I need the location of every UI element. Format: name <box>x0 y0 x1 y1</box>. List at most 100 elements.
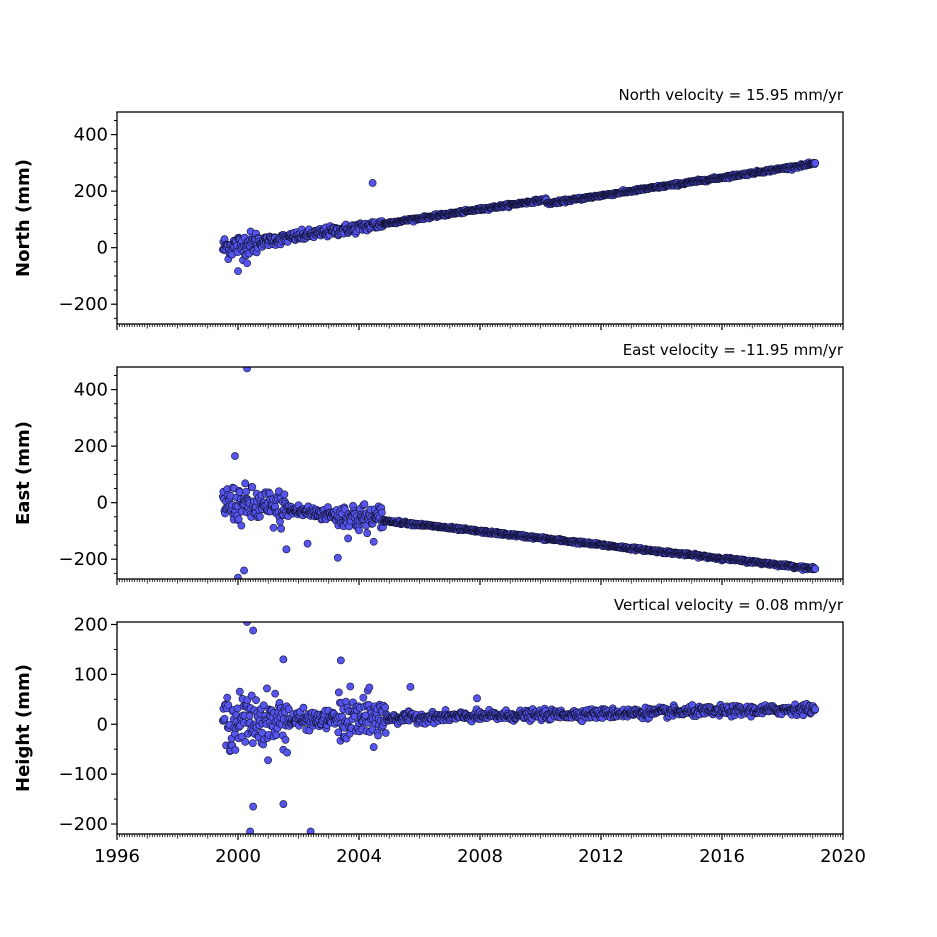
east-xticks <box>116 579 844 585</box>
height-point <box>299 703 308 712</box>
east-outlier-point <box>282 545 291 554</box>
east-point <box>237 521 246 530</box>
east-outlier-point <box>234 573 242 579</box>
east-outlier-point <box>243 367 251 373</box>
panel-height: Vertical velocity = 0.08 mm/yr −200 −100 0… <box>13 596 866 867</box>
height-point <box>220 714 229 723</box>
height-yticks: −200 −100 0 100 200 <box>59 614 117 835</box>
north-point <box>811 159 820 167</box>
height-point <box>369 743 378 751</box>
east-point <box>277 524 286 533</box>
height-point <box>271 689 280 698</box>
height-point <box>264 756 272 765</box>
north-xticks <box>116 324 844 330</box>
north-outlier-point <box>243 259 251 268</box>
height-point <box>281 735 290 744</box>
height-point <box>272 731 281 739</box>
east-axes-frame <box>116 366 844 580</box>
height-point <box>252 696 260 705</box>
east-point <box>248 483 257 491</box>
height-point <box>248 739 257 748</box>
height-ytick-label: 0 <box>97 714 108 735</box>
height-ylabel: Height (mm) <box>13 664 34 792</box>
east-point <box>355 526 363 535</box>
east-ytick-label: 200 <box>74 436 108 457</box>
panel-east: East velocity = -11.95 mm/yr −200 0 200 400… <box>13 341 844 585</box>
north-points <box>218 158 820 276</box>
height-title: Vertical velocity = 0.08 mm/yr <box>614 596 844 614</box>
height-ytick-label: −100 <box>59 764 108 785</box>
height-xtick-label: 2020 <box>820 846 866 867</box>
north-outlier-point <box>234 267 242 276</box>
height-point <box>241 737 250 746</box>
north-outlier-point <box>368 179 377 187</box>
height-point <box>365 683 374 692</box>
height-point <box>263 684 271 693</box>
height-outlier-point <box>279 655 288 664</box>
height-point <box>359 693 368 702</box>
height-outlier-point <box>336 656 345 665</box>
east-outlier-point <box>303 539 312 548</box>
east-point <box>242 487 251 496</box>
height-xtick-label: 2016 <box>699 846 745 867</box>
height-ytick-label: 200 <box>74 614 108 635</box>
height-point <box>381 703 390 712</box>
east-ytick-label: −200 <box>59 549 108 570</box>
north-title: North velocity = 15.95 mm/yr <box>619 86 844 104</box>
east-outlier-point <box>231 452 239 460</box>
height-ytick-label: −200 <box>59 814 108 835</box>
east-ylabel: East (mm) <box>13 421 34 525</box>
height-point <box>374 731 382 740</box>
east-point <box>255 512 264 521</box>
north-axes-frame <box>116 111 844 325</box>
height-outlier-point <box>249 802 258 811</box>
height-point <box>334 688 343 697</box>
height-point <box>224 701 233 710</box>
height-point <box>231 746 240 754</box>
height-point <box>259 701 268 710</box>
east-point <box>811 564 820 573</box>
east-ytick-label: 400 <box>74 380 108 401</box>
east-outlier-point <box>240 566 248 575</box>
height-xtick-label: 2012 <box>578 846 624 867</box>
east-outlier-point <box>333 553 342 562</box>
height-point <box>284 705 293 713</box>
height-point <box>381 729 390 737</box>
height-outlier-point <box>249 626 258 635</box>
height-xtick-label: 2000 <box>215 846 261 867</box>
height-outlier-point <box>473 694 481 703</box>
height-point <box>235 687 244 696</box>
north-ytick-label: 0 <box>97 238 108 259</box>
height-point <box>283 748 292 757</box>
north-ytick-label: 400 <box>74 125 108 146</box>
east-title: East velocity = -11.95 mm/yr <box>623 341 844 359</box>
east-point <box>369 537 378 546</box>
height-points <box>218 622 820 834</box>
panel-north: North velocity = 15.95 mm/yr −200 0 200 400… <box>13 86 844 330</box>
north-yticks: −200 0 200 400 <box>59 119 117 319</box>
height-point <box>346 682 355 691</box>
east-point <box>269 523 278 532</box>
height-outlier-point <box>406 682 415 691</box>
height-xtick-label: 1996 <box>94 846 140 867</box>
height-point <box>334 728 343 737</box>
height-point <box>811 705 820 714</box>
east-point <box>276 517 284 526</box>
north-ytick-label: −200 <box>59 294 108 315</box>
east-point <box>344 534 353 543</box>
east-point <box>377 508 386 517</box>
east-points <box>218 367 820 579</box>
east-point <box>363 529 372 538</box>
height-xtick-label: 2004 <box>336 846 382 867</box>
east-point <box>280 490 289 499</box>
height-ytick-label: 100 <box>74 664 108 685</box>
height-xtick-label: 2008 <box>457 846 503 867</box>
height-outlier-point <box>279 800 288 808</box>
height-xticks <box>116 834 844 840</box>
east-yticks: −200 0 200 400 <box>59 374 117 574</box>
east-ytick-label: 0 <box>97 493 108 514</box>
north-ylabel: North (mm) <box>13 159 34 277</box>
east-point <box>241 479 250 488</box>
height-point <box>223 693 232 702</box>
